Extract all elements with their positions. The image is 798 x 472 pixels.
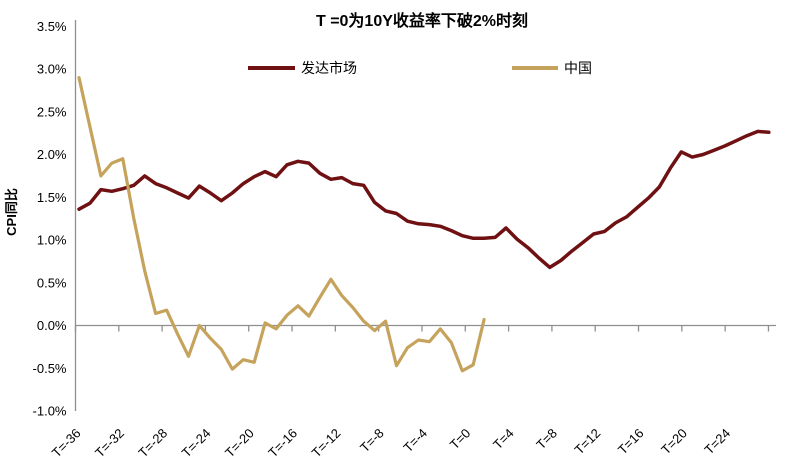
y-tick-label: 3.0% — [37, 62, 67, 77]
series-line-developed-markets — [77, 129, 771, 270]
y-tick-label: -0.5% — [33, 361, 67, 376]
y-tick-label: 0.5% — [37, 275, 67, 290]
x-tick-label: T=-28 — [135, 426, 170, 461]
y-tick-label: 2.0% — [37, 147, 67, 162]
x-tick-label: T=20 — [658, 426, 690, 458]
x-tick-label: T=-24 — [179, 426, 214, 461]
y-tick-label: 1.5% — [37, 190, 67, 205]
legend-label-china: 中国 — [564, 60, 592, 76]
x-tick-label: T=8 — [533, 426, 560, 453]
x-tick-label: T=-32 — [92, 426, 127, 461]
x-tick-label: T=16 — [615, 426, 647, 458]
y-tick-label: -1.0% — [33, 404, 67, 419]
y-axis-title: CPI同比 — [4, 188, 19, 236]
x-tick-label: T=12 — [572, 426, 604, 458]
y-tick-label: 0.0% — [37, 318, 67, 333]
chart-title: T =0为10Y收益率下破2%时刻 — [316, 11, 528, 30]
x-tick-label: T=0 — [447, 426, 474, 453]
x-tick-label: T=-4 — [400, 426, 430, 456]
x-tick-label: T=-12 — [309, 426, 344, 461]
series-line-china — [77, 75, 486, 373]
x-tick-label: T=-36 — [49, 426, 84, 461]
x-tick-label: T=-16 — [265, 426, 300, 461]
x-tick-label: T=4 — [490, 426, 517, 453]
y-tick-label: 2.5% — [37, 104, 67, 119]
y-tick-label: 3.5% — [37, 19, 67, 34]
x-tick-label: T=-8 — [357, 426, 387, 456]
y-tick-label: 1.0% — [37, 233, 67, 248]
x-tick-label: T=24 — [701, 426, 733, 458]
x-tick-label: T=-20 — [222, 426, 257, 461]
legend-label-developed-markets: 发达市场 — [301, 60, 357, 76]
